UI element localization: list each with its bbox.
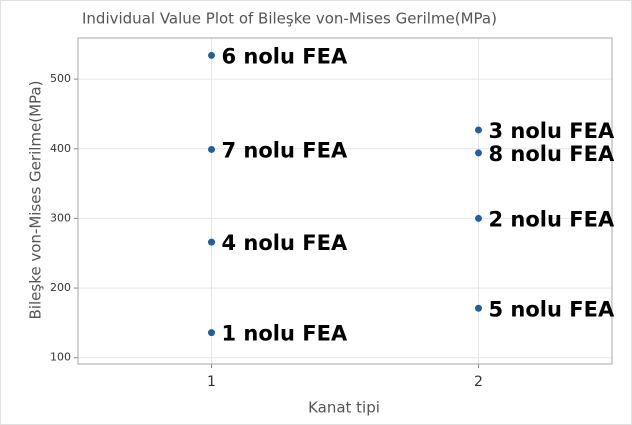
point-label: 3 nolu FEA [489,119,615,143]
point [475,304,482,312]
point [208,238,215,246]
y-tick-label: 100 [50,351,71,364]
point [208,51,215,59]
point-label: 4 nolu FEA [222,231,348,255]
y-axis-label: Bileşke von-Mises Gerilme(MPa) [27,81,45,320]
y-tick-label: 200 [50,281,71,294]
point-label: 7 nolu FEA [222,138,348,162]
point-label: 6 nolu FEA [222,44,348,68]
x-tick-label: 2 [474,374,483,390]
point [208,145,215,153]
y-tick-label: 400 [50,142,71,155]
y-tick-label: 300 [50,211,71,224]
x-axis-label: Kanat tipi [308,399,380,417]
point-label: 1 nolu FEA [222,322,348,346]
point [475,214,482,222]
point-label: 5 nolu FEA [489,297,615,321]
plot-area [77,37,613,365]
point-label: 2 nolu FEA [489,207,615,231]
point [475,126,482,134]
x-tick-label: 1 [207,374,216,390]
chart-title: Individual Value Plot of Bileşke von-Mis… [82,10,497,28]
y-tick-label: 500 [50,72,71,85]
point [208,329,215,337]
point [475,149,482,157]
point-label: 8 nolu FEA [489,142,615,166]
